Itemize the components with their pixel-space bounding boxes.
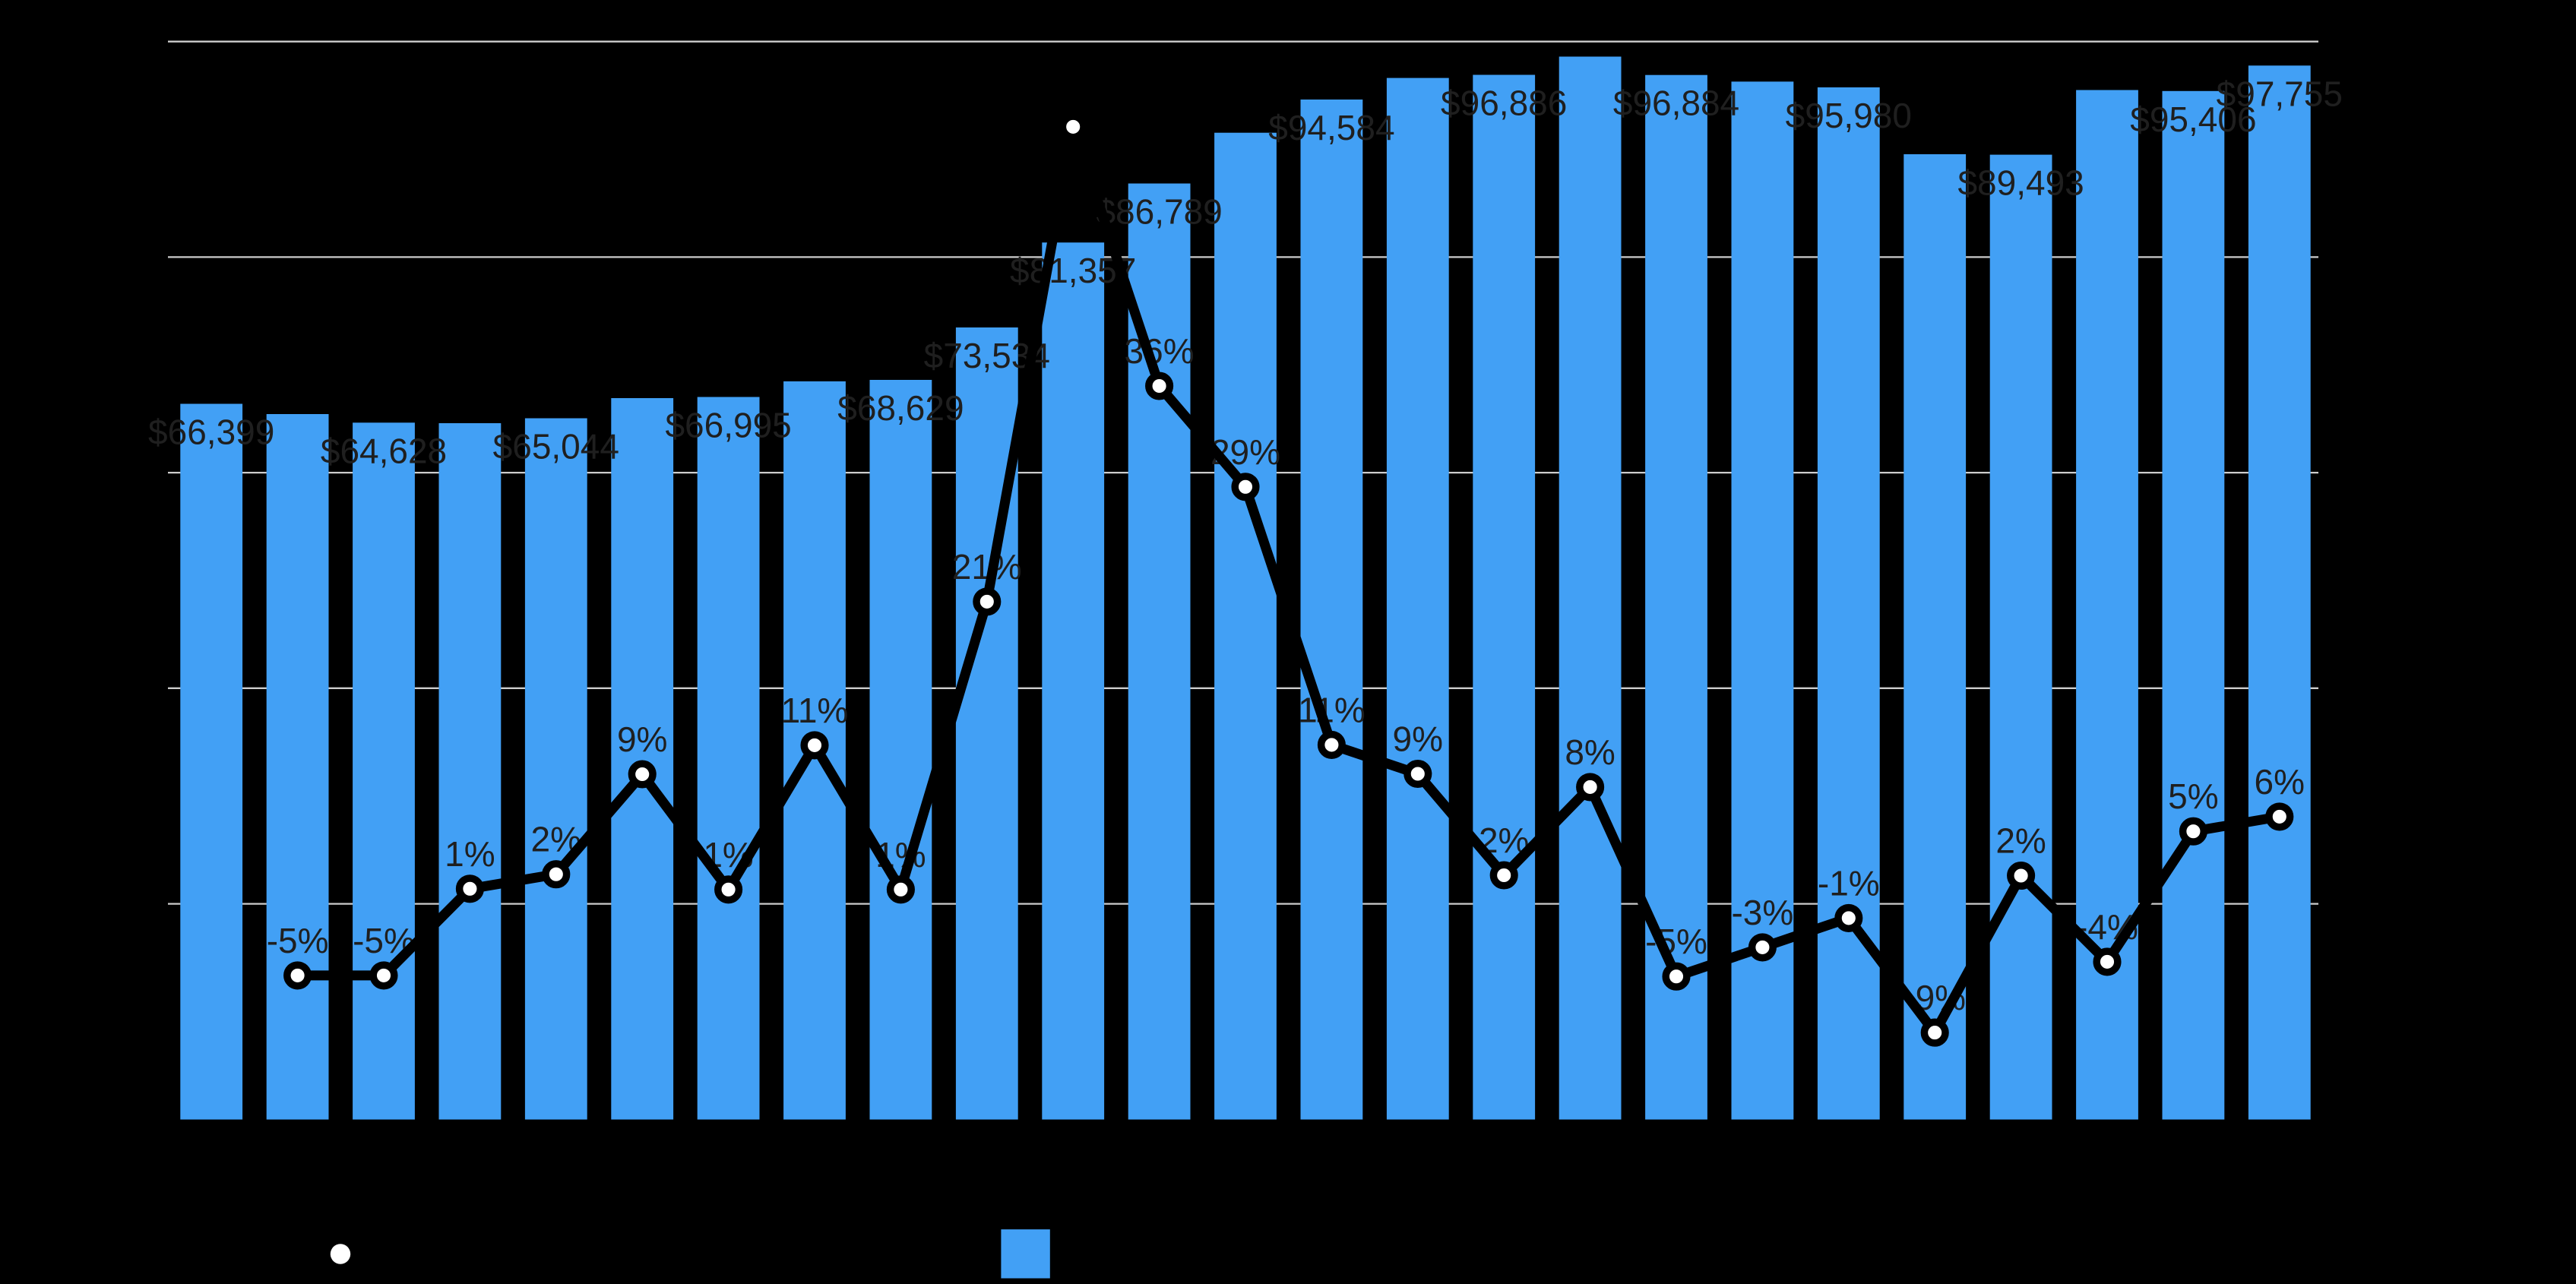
svg-text:9%: 9%	[617, 719, 667, 759]
svg-text:-1%: -1%	[1818, 863, 1880, 903]
svg-text:$64,628: $64,628	[321, 431, 447, 470]
svg-text:$96,884: $96,884	[1613, 84, 1739, 123]
svg-text:$89,493: $89,493	[1957, 163, 2084, 203]
svg-text:1%: 1%	[445, 834, 495, 874]
svg-text:36%: 36%	[1125, 331, 1195, 371]
svg-text:-5%: -5%	[267, 921, 329, 960]
svg-text:9%: 9%	[1393, 719, 1443, 759]
svg-text:$95,980: $95,980	[1786, 96, 1912, 135]
svg-text:$65,044: $65,044	[493, 427, 619, 466]
svg-text:$66,399: $66,399	[148, 413, 274, 452]
svg-text:$96,886: $96,886	[1441, 84, 1567, 123]
svg-text:$97,755: $97,755	[2217, 74, 2343, 113]
svg-text:2%: 2%	[1995, 821, 2046, 861]
svg-text:8%: 8%	[1565, 732, 1615, 772]
svg-text:$95,406: $95,406	[2130, 100, 2256, 139]
svg-text:6%: 6%	[2255, 762, 2305, 802]
svg-text:11%: 11%	[781, 691, 849, 730]
svg-text:5%: 5%	[2168, 776, 2218, 816]
svg-text:$94,584: $94,584	[1268, 108, 1394, 147]
svg-text:$86,789: $86,789	[1096, 192, 1222, 232]
svg-text:-3%: -3%	[1731, 893, 1793, 932]
svg-text:11%: 11%	[1298, 690, 1366, 729]
svg-text:$68,629: $68,629	[837, 388, 964, 428]
svg-text:$66,995: $66,995	[665, 406, 791, 445]
